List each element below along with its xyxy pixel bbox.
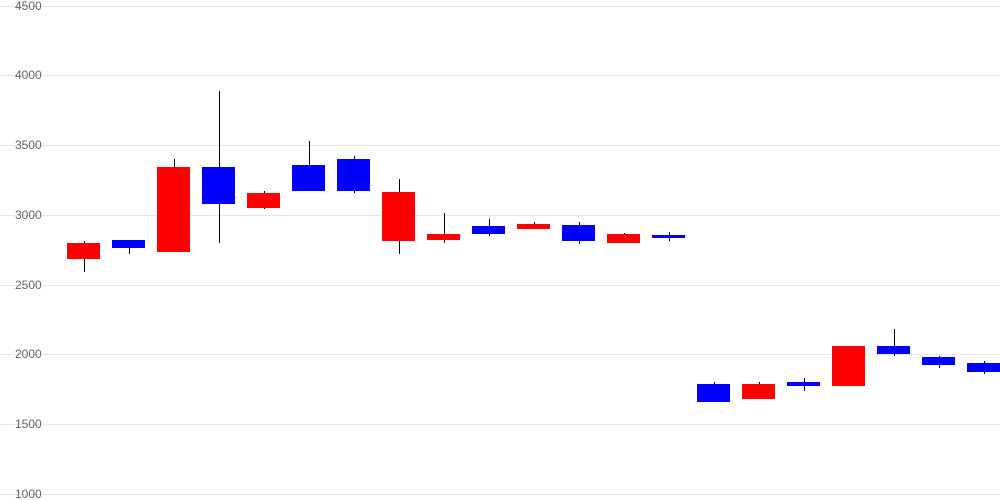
candle-down (832, 346, 865, 386)
candle-down (427, 234, 460, 240)
candle-down (607, 234, 640, 243)
candle-up (922, 357, 955, 365)
candle-up (697, 384, 730, 402)
candle-up (562, 225, 595, 242)
candle-up (112, 240, 145, 248)
gridline (0, 215, 1000, 216)
gridline (0, 494, 1000, 495)
gridline (0, 75, 1000, 76)
gridline (0, 145, 1000, 146)
candle-up (202, 167, 235, 203)
gridline (0, 6, 1000, 7)
candle-down (382, 192, 415, 241)
gridline (0, 424, 1000, 425)
candle-down (157, 167, 190, 252)
candlestick-chart: 10001500200025003000350040004500 (0, 0, 1000, 500)
candle-up (292, 165, 325, 191)
candle-down (247, 193, 280, 208)
candle-up (967, 363, 1000, 373)
candle-down (67, 243, 100, 260)
candle-up (877, 346, 910, 354)
candle-down (742, 384, 775, 399)
gridline (0, 285, 1000, 286)
candle-up (652, 235, 685, 238)
candle-up (472, 226, 505, 234)
candle-up (787, 382, 820, 385)
candle-down (517, 224, 550, 229)
candle-up (337, 159, 370, 191)
